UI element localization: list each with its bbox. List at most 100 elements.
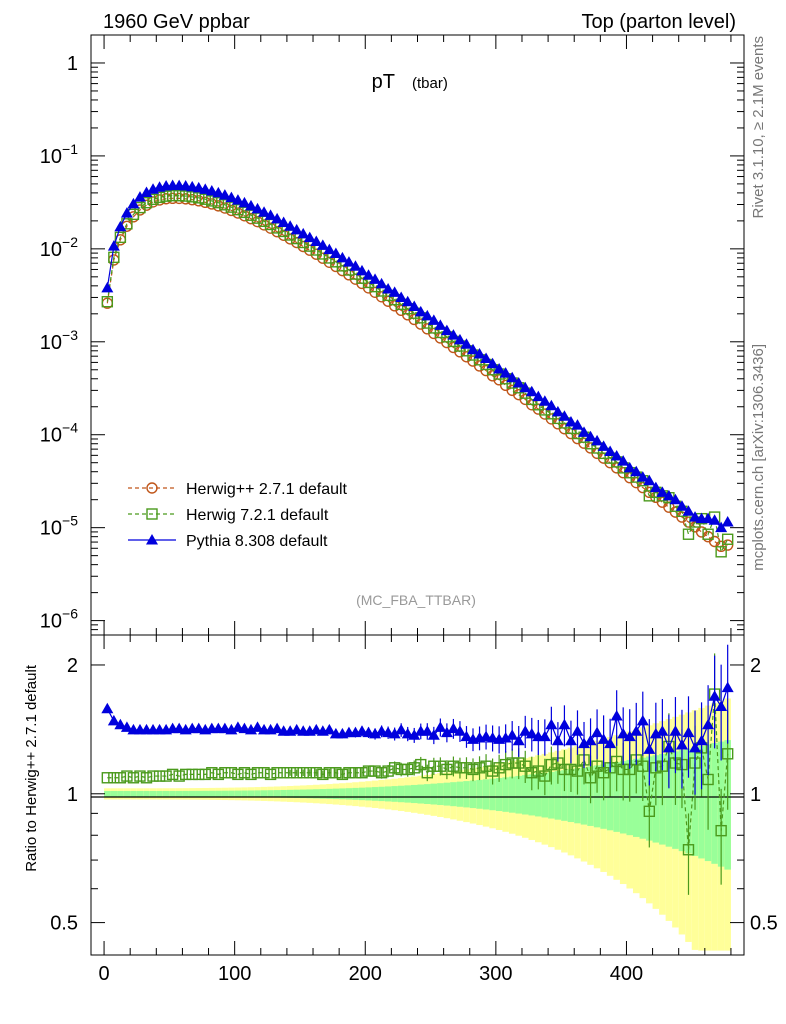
ratio-band-inner (463, 781, 470, 808)
data-point-2 (303, 231, 316, 243)
data-point-2 (551, 405, 564, 417)
ratio-point-1 (101, 702, 114, 714)
ratio-band-inner (162, 790, 170, 797)
ratio-band-inner (299, 789, 307, 799)
ratio-point-0 (428, 760, 440, 772)
data-point-0 (721, 539, 734, 551)
ratio-point-1 (114, 718, 127, 730)
ratio-point-1 (675, 739, 688, 750)
ratio-point-1 (669, 725, 682, 736)
main-x-ticks (103, 35, 732, 635)
ratio-point-0 (114, 772, 127, 784)
ratio-point-1 (571, 725, 584, 736)
ratio-band-inner (267, 790, 274, 798)
ratio-band-inner (149, 791, 157, 797)
ratio-band-inner (234, 790, 242, 798)
ratio-band-inner (469, 780, 477, 809)
data-point-2 (656, 486, 669, 497)
data-point-2 (375, 277, 388, 289)
data-point-2 (480, 352, 493, 364)
ratio-band-inner (247, 790, 255, 798)
ratio-band-inner (502, 777, 509, 812)
ratio-point-0 (721, 748, 734, 760)
data-point-2 (349, 260, 362, 271)
ratio-point-0 (375, 767, 388, 779)
data-point-2 (382, 282, 395, 294)
ratio-y-tick-label: 2 (67, 655, 78, 677)
ratio-point-1 (623, 730, 636, 742)
ratio-band-inner (489, 778, 496, 811)
ratio-y-axis: 0.5 0.5 1 1 2 2 (50, 655, 778, 935)
ratio-point-0 (421, 767, 433, 779)
ratio-point-1 (395, 723, 408, 735)
ratio-point-0 (271, 767, 283, 779)
ratio-point-0 (193, 768, 205, 781)
ratio-band-inner (482, 779, 490, 810)
data-point-2 (558, 410, 571, 421)
data-point-2 (453, 333, 466, 345)
ratio-point-1 (427, 729, 440, 740)
ratio-point-0 (356, 767, 368, 779)
data-point-2 (323, 243, 336, 255)
ratio-point-0 (343, 767, 355, 779)
ratio-point-0 (284, 767, 296, 779)
ratio-point-0 (173, 770, 185, 782)
data-point-2 (512, 377, 525, 388)
legend-marker (146, 482, 158, 494)
ratio-point-1 (564, 734, 577, 746)
data-point-1 (147, 193, 159, 206)
mcplots-credit: mcplots.cern.ch [arXiv:1306.3436] (750, 344, 767, 571)
ratio-point-1 (695, 734, 708, 746)
ratio-y-label: Ratio to Herwig++ 2.7.1 default (23, 664, 40, 872)
chart-title-sub: (tbar) (412, 75, 448, 92)
ratio-point-0 (388, 762, 401, 774)
ratio-point-0 (330, 767, 342, 779)
data-point-2 (467, 343, 480, 355)
ratio-band-inner (254, 790, 261, 798)
ratio-band-inner (515, 775, 522, 814)
ratio-y-tick-label-right: 2 (750, 655, 761, 677)
ratio-band-inner (339, 788, 346, 800)
ratio-point-1 (369, 727, 382, 739)
data-point-2 (336, 251, 349, 263)
data-point-2 (493, 362, 506, 374)
data-point-2 (571, 419, 584, 430)
ratio-point-0 (715, 824, 727, 837)
data-point-0 (493, 374, 505, 386)
data-point-2 (395, 291, 408, 302)
ratio-band-inner (332, 788, 340, 800)
ratio-point-1 (591, 726, 604, 738)
ratio-point-0 (682, 844, 695, 856)
data-point-2 (342, 256, 355, 267)
ratio-band-inner (567, 769, 575, 823)
ratio-point-0 (402, 763, 414, 776)
ratio-band-inner (450, 782, 457, 807)
ratio-point-0 (526, 767, 538, 779)
ratio-point-0 (473, 762, 486, 774)
ratio-point-1 (421, 725, 434, 736)
ratio-band-inner (424, 784, 431, 804)
data-point-2 (218, 189, 231, 200)
data-point-1 (114, 231, 127, 244)
ratio-point-1 (512, 734, 525, 746)
ratio-band-inner (476, 779, 483, 809)
data-point-2 (414, 305, 427, 317)
data-point-2 (277, 216, 290, 228)
series-line-1 (106, 195, 729, 554)
ratio-point-0 (232, 768, 244, 781)
ratio-point-1 (689, 741, 702, 753)
data-point-1 (721, 533, 734, 545)
data-point-2 (310, 235, 323, 246)
main-markers (101, 179, 734, 558)
ratio-point-1 (649, 727, 662, 739)
ratio-point-1 (545, 718, 558, 730)
ratio-point-0 (369, 765, 381, 777)
y-tick-label: 10−4 (40, 420, 78, 447)
ratio-band-inner (495, 778, 503, 812)
data-point-2 (114, 220, 127, 232)
main-panel: 1 10−1 10−2 10−3 10−4 10−5 10−6 pT (tbar) (MC_… (40, 34, 745, 636)
data-point-2 (107, 240, 120, 251)
ratio-band-inner (456, 781, 464, 807)
data-point-1 (212, 196, 225, 209)
